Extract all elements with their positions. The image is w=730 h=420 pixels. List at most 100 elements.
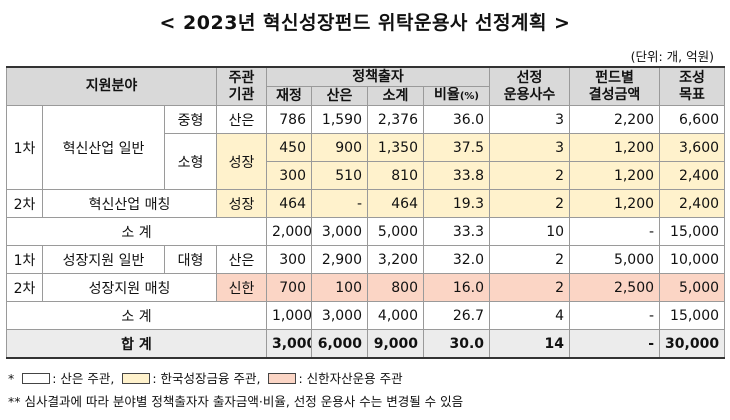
page-title: < 2023년 혁신성장펀드 위탁운용사 선정계획 > xyxy=(159,12,571,34)
header-kdb: 산은 xyxy=(311,86,368,106)
subtotal-cell: 5,000 xyxy=(367,217,424,246)
table-row: 1차 성장지원 일반 대형 산은 300 2,900 3,200 32.0 2 … xyxy=(6,245,726,274)
subtotal-cell: 464 xyxy=(367,189,424,218)
field-name-cell: 혁신산업 매칭 xyxy=(42,189,217,218)
finance-cell: 1,000 xyxy=(266,301,312,330)
subtotal-cell: 2,376 xyxy=(367,105,424,134)
ratio-cell: 19.3 xyxy=(422,189,491,218)
subtotal-row: 소 계 1,000 3,000 4,000 26.7 4 - 15,000 xyxy=(6,301,726,330)
round-cell: 1차 xyxy=(6,245,43,274)
change-note: ** 심사결과에 따라 분야별 정책출자자 출자금액·비율, 선정 운용사 수는… xyxy=(8,394,464,409)
round-cell: 2차 xyxy=(6,273,43,302)
total-label: 합 계 xyxy=(6,329,267,359)
agency-cell: 성장 xyxy=(216,133,267,190)
kdb-cell: 3,000 xyxy=(311,217,368,246)
count-cell: 14 xyxy=(489,329,571,359)
legend-kdb-label: : 산은 주관, xyxy=(52,371,115,386)
ratio-cell: 37.5 xyxy=(422,133,491,162)
target-cell: 5,000 xyxy=(659,273,726,302)
size-cell: 소형 xyxy=(164,133,217,190)
target-cell: 15,000 xyxy=(659,301,726,330)
round-cell: 2차 xyxy=(6,189,43,218)
header-selected: 선정 운용사수 xyxy=(489,66,571,106)
legend-shinhan-label: : 신한자산운용 주관 xyxy=(298,371,403,386)
target-cell: 10,000 xyxy=(659,245,726,274)
header-agency: 주관 기관 xyxy=(216,66,267,106)
note-marker: * xyxy=(8,371,15,386)
finance-cell: 2,000 xyxy=(266,217,312,246)
finance-cell: 464 xyxy=(266,189,312,218)
subtotal-cell: 3,200 xyxy=(367,245,424,274)
fund-cell: 2,500 xyxy=(569,273,661,302)
kdb-cell: 3,000 xyxy=(311,301,368,330)
size-cell: 중형 xyxy=(164,105,217,134)
count-cell: 2 xyxy=(489,161,571,190)
subtotal-cell: 4,000 xyxy=(367,301,424,330)
ratio-cell: 16.0 xyxy=(422,273,491,302)
ratio-cell: 33.3 xyxy=(422,217,491,246)
legend-kgrowth-label: : 한국성장금융 주관, xyxy=(152,371,261,386)
fund-cell: 1,200 xyxy=(569,133,661,162)
fund-cell: 5,000 xyxy=(569,245,661,274)
fund-plan-table: 지원분야 주관 기관 정책출자 선정 운용사수 펀드별 결성금액 조성 목표 재정 산은… xyxy=(6,66,726,359)
ratio-cell: 30.0 xyxy=(422,329,491,359)
field-name-cell: 성장지원 매칭 xyxy=(42,273,217,302)
subtotal-cell: 1,350 xyxy=(367,133,424,162)
kdb-cell: 900 xyxy=(311,133,368,162)
target-cell: 30,000 xyxy=(659,329,726,359)
header-ratio: 비율(%) xyxy=(422,86,491,106)
subtotal-cell: 810 xyxy=(367,161,424,190)
kdb-cell: 2,900 xyxy=(311,245,368,274)
kdb-cell: - xyxy=(311,189,368,218)
ratio-cell: 36.0 xyxy=(422,105,491,134)
target-cell: 2,400 xyxy=(659,161,726,190)
agency-cell: 신한 xyxy=(216,273,267,302)
ratio-cell: 26.7 xyxy=(422,301,491,330)
count-cell: 4 xyxy=(489,301,571,330)
legend-note: * : 산은 주관, : 한국성장금융 주관, : 신한자산운용 주관 xyxy=(8,368,403,387)
size-cell: 대형 xyxy=(164,245,217,274)
header-row-2: 재정 산은 소계 비율(%) xyxy=(7,86,725,106)
legend-pink-box xyxy=(268,373,297,384)
finance-cell: 786 xyxy=(266,105,312,134)
round-cell: 1차 xyxy=(6,105,43,190)
field-name-cell: 성장지원 일반 xyxy=(42,245,165,274)
target-cell: 15,000 xyxy=(659,217,726,246)
unit-label: (단위: 개, 억원) xyxy=(630,49,714,64)
finance-cell: 3,000 xyxy=(266,329,312,359)
ratio-cell: 32.0 xyxy=(422,245,491,274)
fund-cell: - xyxy=(569,329,661,359)
kdb-cell: 510 xyxy=(311,161,368,190)
header-row-1: 지원분야 주관 기관 정책출자 선정 운용사수 펀드별 결성금액 조성 목표 xyxy=(6,66,726,106)
fund-cell: - xyxy=(569,301,661,330)
finance-cell: 300 xyxy=(266,161,312,190)
agency-cell: 산은 xyxy=(216,105,267,134)
table-row: 소형 성장 450 900 1,350 37.5 3 1,200 3,600 xyxy=(7,133,726,190)
count-cell: 3 xyxy=(489,105,571,134)
finance-cell: 700 xyxy=(266,273,312,302)
target-cell: 2,400 xyxy=(659,189,726,218)
header-policy: 정책출자 xyxy=(265,66,491,87)
kdb-cell: 1,590 xyxy=(311,105,368,134)
fund-cell: 1,200 xyxy=(569,161,661,190)
target-cell: 6,600 xyxy=(659,105,726,134)
table-row: 300 510 810 33.8 2 1,200 2,400 xyxy=(7,161,726,190)
legend-white-box xyxy=(22,373,51,384)
header-target: 조성 목표 xyxy=(659,66,726,106)
target-cell: 3,600 xyxy=(659,133,726,162)
subtotal-cell: 9,000 xyxy=(367,329,424,359)
count-cell: 2 xyxy=(489,189,571,218)
count-cell: 3 xyxy=(489,133,571,162)
count-cell: 10 xyxy=(489,217,571,246)
agency-cell: 성장 xyxy=(216,189,267,218)
agency-cell: 산은 xyxy=(216,245,267,274)
finance-cell: 300 xyxy=(266,245,312,274)
subtotal-row: 소 계 2,000 3,000 5,000 33.3 10 - 15,000 xyxy=(6,217,726,246)
kdb-cell: 6,000 xyxy=(311,329,368,359)
table-row: 2차 성장지원 매칭 신한 700 100 800 16.0 2 2,500 5… xyxy=(6,273,726,302)
fund-cell: 2,200 xyxy=(569,105,661,134)
header-fund: 펀드별 결성금액 xyxy=(569,66,661,106)
table-row: 1차 혁신산업 일반 중형 산은 786 1,590 2,376 36.0 3 … xyxy=(6,105,726,190)
subtotal-cell: 800 xyxy=(367,273,424,302)
ratio-cell: 33.8 xyxy=(422,161,491,190)
